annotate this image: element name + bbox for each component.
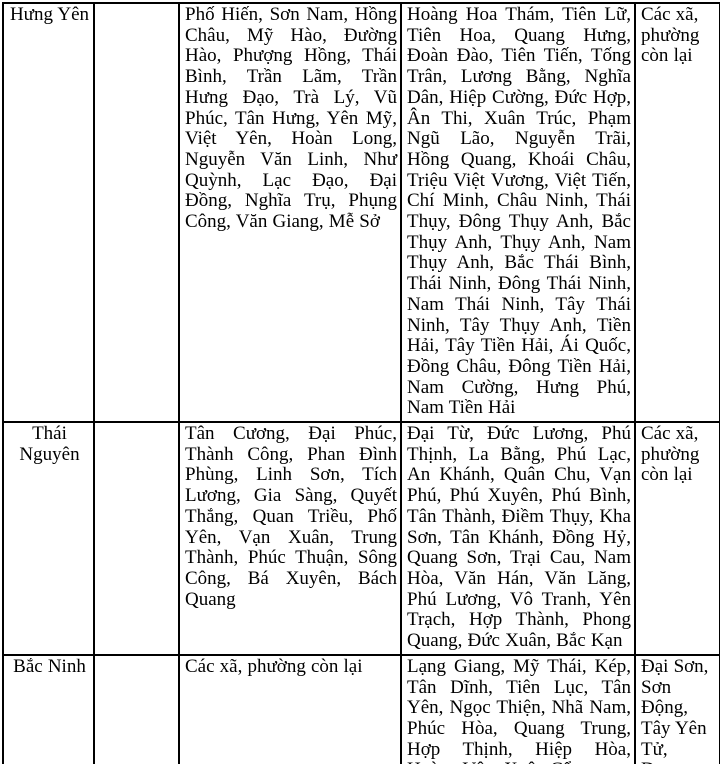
area-list-2-cell: Lạng Giang, Mỹ Thái, Kép, Tân Dĩnh, Tiên… xyxy=(400,653,636,764)
province-cell: Thái Nguyên xyxy=(2,421,95,656)
blank-cell xyxy=(93,421,180,656)
blank-cell xyxy=(93,1,180,424)
area-list-1-cell: Tân Cương, Đại Phúc, Thành Công, Phan Đì… xyxy=(178,421,402,656)
table-row-bac-ninh: Bắc Ninh Các xã, phường còn lại Lạng Gia… xyxy=(2,653,720,764)
area-list-3-cell: Các xã, phường còn lại xyxy=(634,421,720,656)
table-row-hung-yen: Hưng Yên Phố Hiến, Sơn Nam, Hồng Châu, M… xyxy=(2,1,720,424)
area-list-2-cell: Hoàng Hoa Thám, Tiên Lữ, Tiên Hoa, Quang… xyxy=(400,1,636,424)
province-cell: Hưng Yên xyxy=(2,1,95,424)
area-list-2-cell: Đại Từ, Đức Lương, Phú Thịnh, La Bằng, P… xyxy=(400,421,636,656)
table-row-thai-nguyen: Thái Nguyên Tân Cương, Đại Phúc, Thành C… xyxy=(2,421,720,656)
area-list-3-cell: Đại Sơn, Sơn Động, Tây Yên Tử, Dương Hưu… xyxy=(634,653,720,764)
blank-cell xyxy=(93,653,180,764)
area-list-1-cell: Các xã, phường còn lại xyxy=(178,653,402,764)
area-list-1-cell: Phố Hiến, Sơn Nam, Hồng Châu, Mỹ Hào, Đư… xyxy=(178,1,402,424)
area-list-3-cell: Các xã, phường còn lại xyxy=(634,1,720,424)
province-cell: Bắc Ninh xyxy=(2,653,95,764)
